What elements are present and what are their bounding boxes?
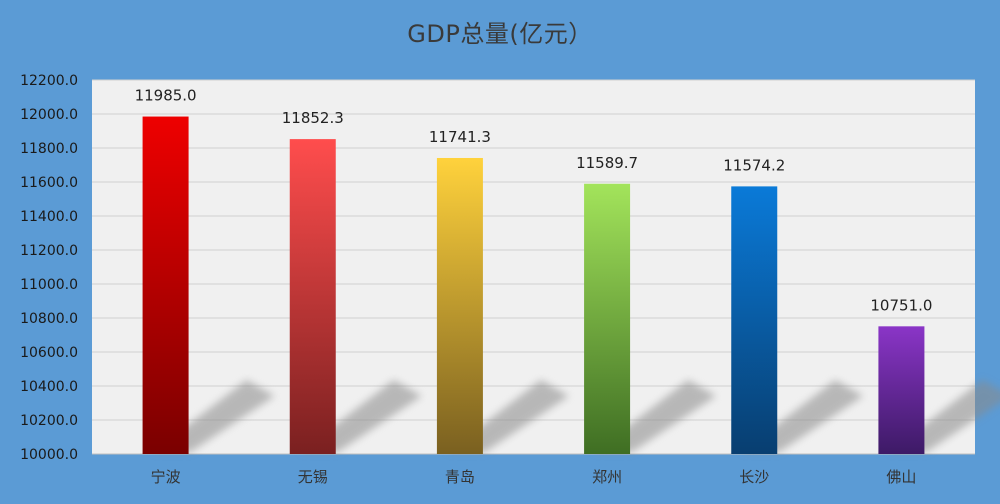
y-tick-label: 10800.0: [20, 311, 78, 327]
bar: [436, 157, 483, 454]
bar: [142, 116, 189, 455]
y-tick-label: 11400.0: [20, 209, 78, 225]
category-label: 青岛: [445, 468, 475, 486]
y-tick-label: 10400.0: [20, 379, 78, 395]
y-tick-label: 11000.0: [20, 277, 78, 293]
category-label: 无锡: [298, 468, 328, 486]
data-label: 11741.3: [429, 128, 491, 146]
category-label: 宁波: [151, 468, 181, 486]
y-tick-label: 12200.0: [20, 73, 78, 89]
data-label: 11574.2: [723, 156, 785, 174]
x-axis-categories: 宁波 无锡 青岛 郑州 长沙 佛山: [151, 468, 917, 486]
category-label: 郑州: [592, 468, 622, 486]
y-tick-label: 11800.0: [20, 141, 78, 157]
data-label: 11589.7: [576, 154, 638, 172]
y-tick-label: 12000.0: [20, 107, 78, 123]
y-tick-label: 10200.0: [20, 413, 78, 429]
y-tick-label: 10000.0: [20, 447, 78, 463]
category-label: 佛山: [886, 468, 916, 486]
data-label: 11985.0: [135, 87, 197, 105]
y-axis-ticks: 10000.0 10200.0 10400.0 10600.0 10800.0 11000…: [20, 73, 78, 463]
y-tick-label: 10600.0: [20, 345, 78, 361]
category-label: 长沙: [739, 468, 769, 486]
bar: [584, 183, 631, 454]
chart-title: GDP总量(亿元）: [407, 20, 593, 48]
data-labels: 11985.0 11852.3 11741.3 11589.7 11574.2 10751…: [135, 87, 933, 315]
bar: [731, 186, 778, 455]
y-tick-label: 11600.0: [20, 175, 78, 191]
bars: [142, 116, 925, 455]
y-tick-label: 11200.0: [20, 243, 78, 259]
data-label: 11852.3: [282, 109, 344, 127]
bar: [289, 139, 336, 454]
data-label: 10751.0: [870, 296, 932, 314]
bar: [878, 326, 925, 454]
